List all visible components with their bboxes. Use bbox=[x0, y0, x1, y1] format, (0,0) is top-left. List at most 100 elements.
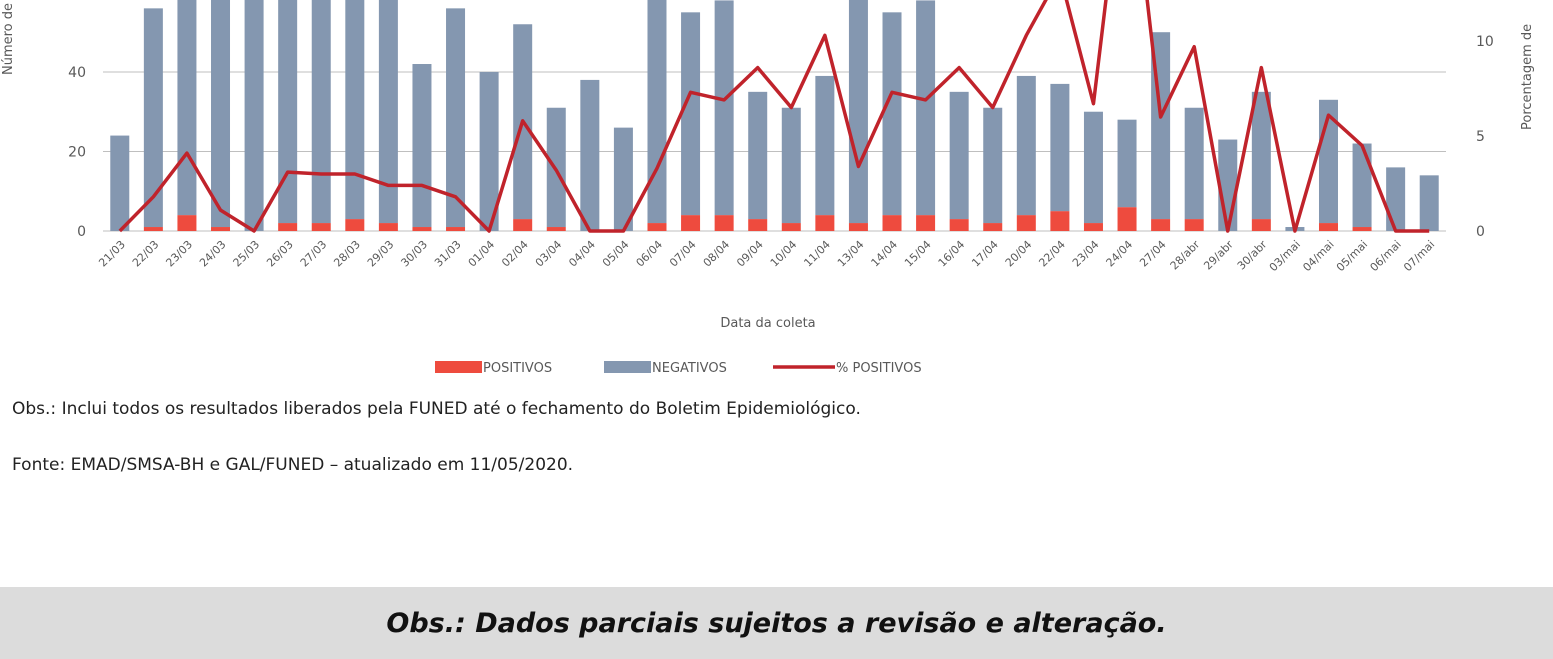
bar-segment bbox=[446, 227, 466, 231]
y2-tick-label: 10 bbox=[1476, 34, 1494, 50]
bar-segment bbox=[681, 215, 701, 231]
y2-tick-label: 5 bbox=[1476, 129, 1485, 145]
bar-segment bbox=[1050, 211, 1070, 231]
bar-segment bbox=[882, 12, 902, 216]
bar-segment bbox=[1151, 219, 1171, 231]
bar-segment bbox=[412, 227, 432, 231]
bar-segment bbox=[1083, 111, 1103, 224]
bar-segment bbox=[278, 223, 298, 231]
x-tick-label: 26/03 bbox=[264, 238, 296, 270]
bar-segment bbox=[1184, 107, 1204, 220]
legend-label: NEGATIVOS bbox=[652, 361, 727, 376]
bar-segment bbox=[983, 223, 1003, 231]
x-tick-label: 29/abr bbox=[1201, 238, 1236, 273]
bar-segment bbox=[647, 223, 667, 231]
note: Obs.: Inclui todos os resultados liberad… bbox=[12, 399, 861, 419]
x-tick-label: 04/mai bbox=[1300, 238, 1336, 274]
bar-segment bbox=[1318, 223, 1338, 231]
y-tick-label: 40 bbox=[68, 65, 86, 81]
x-tick-label: 03/mai bbox=[1267, 238, 1303, 274]
bar-segment bbox=[1386, 167, 1406, 231]
bar-segment bbox=[1016, 215, 1036, 231]
x-tick-label: 05/04 bbox=[600, 238, 632, 270]
x-tick-label: 13/04 bbox=[835, 238, 867, 270]
bar-segment bbox=[748, 91, 768, 220]
bar-segment bbox=[311, 0, 331, 224]
bar-segment bbox=[781, 223, 801, 231]
bar-segment bbox=[949, 219, 969, 231]
bar-segment bbox=[1352, 227, 1372, 231]
bar-segment bbox=[177, 0, 197, 216]
bar-segment bbox=[1016, 75, 1036, 216]
x-tick-label: 06/mai bbox=[1368, 238, 1404, 274]
bar-segment bbox=[1083, 223, 1103, 231]
bar-segment bbox=[781, 107, 801, 224]
x-tick-label: 10/04 bbox=[768, 238, 800, 270]
x-tick-label: 08/04 bbox=[701, 238, 733, 270]
line bbox=[118, 0, 1430, 233]
chart: Data da coleta Número de Porcentagem de … bbox=[1, 0, 1535, 376]
x-tick-label: 11/04 bbox=[801, 238, 833, 270]
bar-segment bbox=[916, 0, 936, 216]
bar-segment bbox=[714, 0, 734, 216]
bar-segment bbox=[647, 0, 667, 224]
x-axis-title: Data da coleta bbox=[720, 316, 815, 331]
bar-segment bbox=[412, 64, 432, 228]
x-tick-label: 04/04 bbox=[566, 238, 598, 270]
bar-segment bbox=[983, 107, 1003, 224]
bar-segment bbox=[748, 219, 768, 231]
bar-segment bbox=[815, 75, 835, 216]
bar-segment bbox=[311, 223, 331, 231]
bar-segment bbox=[1184, 219, 1204, 231]
x-tick-label: 30/abr bbox=[1235, 238, 1270, 273]
bar-segment bbox=[110, 135, 130, 231]
bar-segment bbox=[580, 79, 600, 231]
bar-segment bbox=[513, 219, 533, 231]
x-tick-label: 24/03 bbox=[197, 238, 229, 270]
bar-segment bbox=[1352, 143, 1372, 228]
bar-segment bbox=[1251, 219, 1271, 231]
x-tick-label: 29/03 bbox=[365, 238, 397, 270]
bar-segment bbox=[848, 223, 868, 231]
bar-segment bbox=[681, 12, 701, 216]
bar-segment bbox=[378, 223, 398, 231]
x-tick-label: 06/04 bbox=[633, 238, 665, 270]
bar-segment bbox=[613, 127, 633, 231]
bar-segment bbox=[143, 227, 163, 231]
legend-swatch bbox=[435, 361, 482, 373]
x-tick-label: 30/03 bbox=[398, 238, 430, 270]
bar-segment bbox=[345, 219, 365, 231]
bar-segment bbox=[815, 215, 835, 231]
x-tick-label: 31/03 bbox=[432, 238, 464, 270]
bar-segment bbox=[1117, 207, 1137, 231]
y-tick-label: 20 bbox=[68, 144, 86, 160]
x-tick-label: 28/03 bbox=[331, 238, 363, 270]
x-tick-label: 01/04 bbox=[466, 238, 498, 270]
bar-segment bbox=[278, 0, 298, 224]
y2-axis-title: Porcentagem de bbox=[1520, 24, 1535, 130]
x-tick-label: 16/04 bbox=[936, 238, 968, 270]
x-tick-label: 23/04 bbox=[1070, 238, 1102, 270]
bar-segment bbox=[1117, 119, 1137, 208]
x-tick-label: 27/03 bbox=[298, 238, 330, 270]
bar-segment bbox=[177, 215, 197, 231]
x-tick-label: 07/mai bbox=[1401, 238, 1437, 274]
bar-segment bbox=[1050, 83, 1070, 212]
x-tick-label: 20/04 bbox=[1003, 238, 1035, 270]
bar-segment bbox=[848, 0, 868, 224]
bar-segment bbox=[244, 0, 264, 232]
legend-swatch bbox=[604, 361, 651, 373]
x-tick-label: 22/04 bbox=[1036, 238, 1068, 270]
x-tick-label: 02/04 bbox=[499, 238, 531, 270]
bar-segment bbox=[546, 227, 566, 231]
x-tick-label: 03/04 bbox=[533, 238, 565, 270]
bar-segment bbox=[446, 8, 466, 228]
bar-segment bbox=[916, 215, 936, 231]
bar-segment bbox=[345, 0, 365, 220]
x-tick-label: 27/04 bbox=[1137, 238, 1169, 270]
legend-label: % POSITIVOS bbox=[836, 361, 922, 376]
y-axis-title: Número de bbox=[1, 3, 16, 75]
x-tick-label: 24/04 bbox=[1104, 238, 1136, 270]
footer-text: Obs.: Dados parciais sujeitos a revisão … bbox=[386, 607, 1167, 639]
